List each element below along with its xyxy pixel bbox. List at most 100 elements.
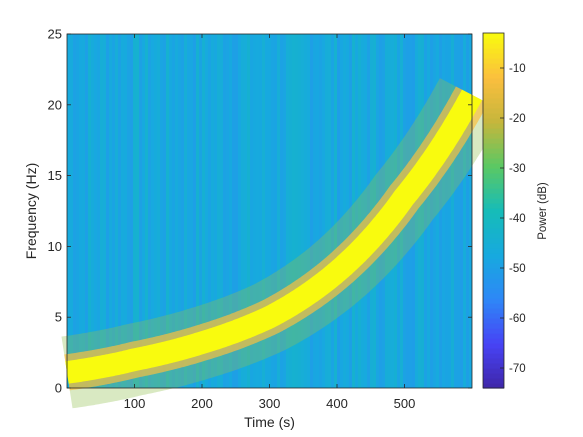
texture-column xyxy=(139,34,142,388)
colorbar-cell xyxy=(483,58,504,64)
texture-column xyxy=(220,34,223,388)
colorbar-cell xyxy=(483,328,504,334)
texture-column xyxy=(202,34,205,388)
texture-column xyxy=(364,34,367,388)
colorbar-cell xyxy=(483,83,504,89)
colorbar-tick-label: -50 xyxy=(509,263,526,275)
texture-column xyxy=(292,34,295,388)
colorbar-cell xyxy=(483,78,504,84)
colorbar-cell xyxy=(483,378,504,384)
x-tick-label: 200 xyxy=(191,396,213,411)
colorbar-cell xyxy=(483,383,504,389)
colorbar-cell xyxy=(483,298,504,304)
texture-column xyxy=(361,34,364,388)
texture-column xyxy=(454,34,457,388)
texture-column xyxy=(463,34,466,388)
texture-column xyxy=(112,34,115,388)
colorbar-cell xyxy=(483,308,504,314)
y-tick-label: 0 xyxy=(55,381,62,396)
x-axis: 100 200 300 400 500 xyxy=(124,34,416,411)
colorbar-cell xyxy=(483,318,504,324)
texture-column xyxy=(154,34,157,388)
texture-column xyxy=(271,34,274,388)
texture-column xyxy=(424,34,427,388)
texture-column xyxy=(190,34,193,388)
texture-column xyxy=(466,34,469,388)
texture-column xyxy=(97,34,100,388)
colorbar-cell xyxy=(483,108,504,114)
colorbar-tick-label: -40 xyxy=(509,213,526,225)
texture-column xyxy=(304,34,307,388)
colorbar-cell xyxy=(483,118,504,124)
colorbar-cell xyxy=(483,158,504,164)
texture-column xyxy=(199,34,202,388)
colorbar-cell xyxy=(483,168,504,174)
texture-column xyxy=(67,34,70,388)
colorbar-cell xyxy=(483,103,504,109)
colorbar-cell xyxy=(483,363,504,369)
texture-column xyxy=(325,34,328,388)
texture-column xyxy=(334,34,337,388)
texture-column xyxy=(160,34,163,388)
texture-column xyxy=(109,34,112,388)
colorbar-cell xyxy=(483,208,504,214)
colorbar-cell xyxy=(483,248,504,254)
texture-column xyxy=(124,34,127,388)
texture-column xyxy=(151,34,154,388)
colorbar-cell xyxy=(483,348,504,354)
texture-column xyxy=(94,34,97,388)
texture-column xyxy=(166,34,169,388)
colorbar-cell xyxy=(483,128,504,134)
texture-column xyxy=(103,34,106,388)
colorbar-cell xyxy=(483,313,504,319)
y-tick-label: 5 xyxy=(55,310,62,325)
texture-column xyxy=(337,34,340,388)
texture-column xyxy=(163,34,166,388)
texture-column xyxy=(244,34,247,388)
x-tick-label: 400 xyxy=(326,396,348,411)
colorbar-cell xyxy=(483,43,504,49)
chirp-ridge-layer xyxy=(61,78,505,409)
colorbar-cell xyxy=(483,268,504,274)
colorbar-cell xyxy=(483,283,504,289)
y-tick-label: 20 xyxy=(48,97,62,112)
texture-column xyxy=(145,34,148,388)
texture-column xyxy=(346,34,349,388)
texture-column xyxy=(142,34,145,388)
colorbar-cell xyxy=(483,223,504,229)
texture-column xyxy=(76,34,79,388)
texture-column xyxy=(310,34,313,388)
texture-column xyxy=(79,34,82,388)
colorbar-ticks: -10 -20 -30 -40 -50 -60 -70 xyxy=(500,63,526,375)
texture-column xyxy=(235,34,238,388)
colorbar-tick-label: -20 xyxy=(509,113,526,125)
colorbar: -10 -20 -30 -40 -50 -60 -70 Power (dB) xyxy=(482,32,549,389)
colorbar-cell xyxy=(483,88,504,94)
colorbar-cell xyxy=(483,218,504,224)
texture-column xyxy=(118,34,121,388)
colorbar-cell xyxy=(483,153,504,159)
texture-column xyxy=(193,34,196,388)
colorbar-cell xyxy=(483,243,504,249)
y-tick-label: 10 xyxy=(48,239,62,254)
texture-column xyxy=(256,34,259,388)
texture-column xyxy=(106,34,109,388)
texture-column xyxy=(238,34,241,388)
colorbar-cell xyxy=(483,233,504,239)
texture-column xyxy=(280,34,283,388)
colorbar-cell xyxy=(483,263,504,269)
texture-column xyxy=(259,34,262,388)
texture-column xyxy=(196,34,199,388)
colorbar-tick-label: -30 xyxy=(509,163,526,175)
texture-column xyxy=(250,34,253,388)
texture-column xyxy=(265,34,268,388)
colorbar-cell xyxy=(483,63,504,69)
texture-column xyxy=(175,34,178,388)
colorbar-cell xyxy=(483,93,504,99)
x-tick-label: 500 xyxy=(394,396,416,411)
texture-column xyxy=(349,34,352,388)
plot-area xyxy=(61,33,505,409)
texture-column xyxy=(205,34,208,388)
colorbar-tick-label: -10 xyxy=(509,63,526,75)
